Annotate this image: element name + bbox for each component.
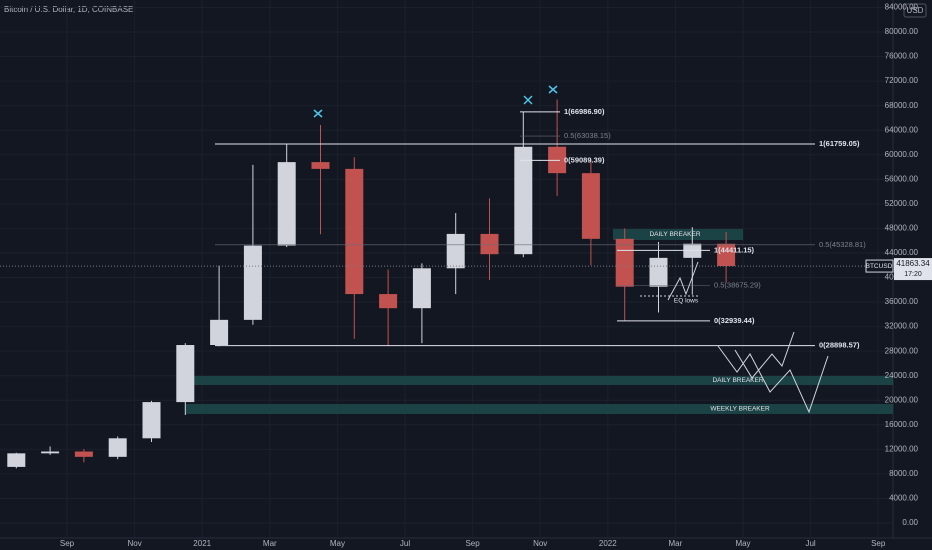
candle-body bbox=[41, 451, 60, 454]
candle-body bbox=[412, 268, 431, 309]
candle-body bbox=[142, 402, 161, 439]
x-tick-label: May bbox=[735, 539, 750, 548]
level-label: 0.5(63038.15) bbox=[564, 131, 611, 140]
price: 41863.34 bbox=[896, 259, 930, 268]
candle-body bbox=[108, 438, 127, 457]
zone bbox=[185, 376, 893, 386]
y-tick-label: 56000.00 bbox=[885, 174, 919, 183]
markers bbox=[313, 85, 558, 118]
zone-label: DAILY BREAKER bbox=[649, 231, 700, 238]
symbol-tag bbox=[865, 259, 894, 273]
y-tick-label: 28000.00 bbox=[885, 346, 919, 355]
candle-body bbox=[649, 257, 668, 287]
plot bbox=[0, 99, 893, 469]
y-tick-label: 4000.00 bbox=[889, 494, 918, 503]
x-tick-label: Nov bbox=[533, 539, 547, 548]
candle-body bbox=[615, 238, 634, 287]
zone bbox=[185, 403, 893, 414]
y-tick-label: 52000.00 bbox=[885, 199, 919, 208]
candle-body bbox=[446, 233, 465, 269]
symbol: BTCUSD bbox=[866, 263, 893, 270]
candle-body bbox=[311, 162, 330, 169]
y-tick-label: 36000.00 bbox=[885, 297, 919, 306]
candle-body bbox=[480, 233, 499, 255]
x-tick-label: Sep bbox=[60, 539, 75, 548]
currency: USD bbox=[907, 6, 924, 15]
chart-title: Bitcoin / U.S. Dollar, 1D, COINBASE bbox=[4, 5, 133, 14]
y-tick-label: 60000.00 bbox=[885, 150, 919, 159]
level-label: 0(32939.44) bbox=[714, 316, 755, 325]
y-tick-label: 8000.00 bbox=[889, 469, 918, 478]
x-tick-label: May bbox=[330, 539, 345, 548]
level-label: 1(61759.05) bbox=[819, 139, 860, 148]
annotation: EQ lows bbox=[674, 298, 699, 305]
candle-body bbox=[514, 146, 533, 255]
candle-body bbox=[581, 173, 600, 239]
y-tick-label: 64000.00 bbox=[885, 125, 919, 134]
level-label: 0(59089.39) bbox=[564, 155, 605, 164]
level-label: 1(66986.90) bbox=[564, 107, 605, 116]
y-tick-label: 68000.00 bbox=[885, 101, 919, 110]
zone bbox=[613, 229, 743, 240]
x-tick-label: Sep bbox=[465, 539, 480, 548]
y-tick-label: 20000.00 bbox=[885, 395, 919, 404]
level-label: 0.5(38675.29) bbox=[714, 281, 761, 290]
drawings bbox=[313, 85, 829, 414]
y-tick-label: 76000.00 bbox=[885, 52, 919, 61]
x-tick-label: 2022 bbox=[599, 539, 617, 548]
x-tick-label: 2021 bbox=[193, 539, 211, 548]
x-tick-label: Jul bbox=[400, 539, 410, 548]
y-tick-label: 24000.00 bbox=[885, 371, 919, 380]
candle-body bbox=[210, 319, 229, 346]
projection bbox=[734, 331, 795, 379]
level-label: 0(28898.57) bbox=[819, 341, 860, 350]
level-label: 0.5(45328.81) bbox=[819, 240, 866, 249]
x-tick-label: Nov bbox=[127, 539, 141, 548]
candle-body bbox=[74, 451, 93, 457]
y-tick-label: 32000.00 bbox=[885, 322, 919, 331]
x-tick-label: Jul bbox=[805, 539, 815, 548]
x-tick-label: Mar bbox=[263, 539, 277, 548]
y-tick-label: 80000.00 bbox=[885, 27, 919, 36]
candle-body bbox=[277, 162, 296, 246]
y-tick-label: 0.00 bbox=[902, 518, 918, 527]
y-tick-label: 16000.00 bbox=[885, 420, 919, 429]
candle-body bbox=[717, 243, 736, 267]
y-tick-label: 84000.00 bbox=[885, 3, 919, 12]
x-tick-label: Mar bbox=[669, 539, 683, 548]
y-tick-label: 48000.00 bbox=[885, 224, 919, 233]
projection bbox=[667, 261, 699, 301]
level-label: 1(44411.15) bbox=[714, 245, 755, 254]
candle-body bbox=[7, 453, 26, 467]
x-tick-label: Sep bbox=[871, 539, 886, 548]
currency-badge bbox=[903, 3, 927, 18]
y-tick-label: 72000.00 bbox=[885, 76, 919, 85]
candle-body bbox=[379, 294, 398, 309]
countdown: 17:20 bbox=[904, 271, 922, 278]
y-tick-label: 44000.00 bbox=[885, 248, 919, 257]
candle-body bbox=[243, 245, 262, 320]
projection bbox=[717, 345, 829, 414]
zone-label: WEEKLY BREAKER bbox=[710, 406, 770, 413]
zone-label: DAILY BREAKER bbox=[712, 377, 763, 384]
y-tick-label: 12000.00 bbox=[885, 444, 919, 453]
candle-body bbox=[176, 345, 195, 403]
candle-body bbox=[345, 168, 364, 295]
price-tag bbox=[894, 258, 932, 281]
